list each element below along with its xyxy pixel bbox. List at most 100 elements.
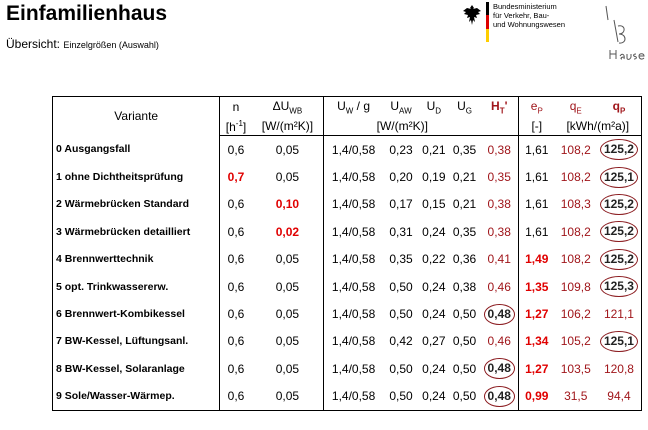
table-row: 8 BW-Kessel, Solaranlage 0,6 0,05 1,4/0,58 0…	[51, 355, 642, 383]
cell-qe: 103,5	[555, 355, 597, 382]
cell-du-value: 0,05	[275, 361, 300, 376]
cell-variante-value: 3 Wärmebrücken detailliert	[56, 225, 191, 238]
cell-ep: 1,49	[519, 246, 555, 273]
table-row: 1 ohne Dichtheitsprüfung 0,7 0,05 1,4/0,58 0…	[51, 163, 642, 191]
cell-du: 0,05	[251, 300, 325, 328]
cell-qp-value: 125,2	[599, 193, 638, 215]
cell-qp-value: 125,1	[599, 166, 638, 188]
cell-ud: 0,21	[419, 136, 449, 164]
cell-du: 0,05	[251, 327, 325, 356]
cell-ep-value: 1,27	[525, 361, 549, 376]
cell-ud-value: 0,19	[422, 170, 446, 185]
cell-du: 0,05	[251, 382, 325, 411]
cell-qe: 108,2	[555, 246, 597, 273]
cell-du-value: 0,02	[275, 224, 300, 239]
subtitle: Übersicht: Einzelgrößen (Auswahl)	[6, 37, 159, 51]
cell-qp: 125,2	[596, 245, 642, 273]
cell-uaw: 0,35	[383, 246, 419, 273]
header-q-unit: [kWh/(m²a)]	[554, 117, 642, 136]
page-title: Einfamilienhaus	[6, 2, 168, 25]
table-row: 5 opt. Trinkwassererw. 0,6 0,05 1,4/0,58 0,5…	[51, 272, 642, 301]
cell-n-value: 0,6	[227, 279, 245, 294]
cell-ug: 0,38	[449, 273, 481, 300]
cell-ep: 1,27	[519, 355, 555, 382]
header-qp: qP	[596, 96, 642, 117]
cell-qe: 108,2	[555, 136, 597, 164]
cell-ud-value: 0,24	[422, 389, 446, 404]
cell-qp-value: 120,8	[603, 361, 634, 376]
cell-ug-value: 0,21	[452, 170, 477, 185]
table-row: 2 Wärmebrücken Standard 0,6 0,10 1,4/0,58 0,…	[51, 190, 642, 219]
cell-uw-value: 1,4/0,58	[331, 224, 376, 239]
cell-ug: 0,50	[449, 300, 481, 327]
cell-n-value: 0,6	[227, 307, 245, 322]
cell-variante: 4 Brennwerttechnik	[51, 245, 221, 273]
cell-qe-value: 31,5	[564, 389, 588, 404]
cell-uaw-value: 0,50	[389, 279, 413, 294]
cell-variante-value: 0 Ausgangsfall	[56, 143, 131, 156]
cell-ep: 1,27	[519, 300, 555, 327]
cell-du-value: 0,05	[275, 334, 300, 349]
cell-qe: 109,8	[555, 273, 597, 300]
cell-du: 0,05	[251, 355, 325, 383]
cell-du: 0,05	[251, 272, 325, 301]
subtitle-detail: Einzelgrößen (Auswahl)	[63, 40, 159, 50]
cell-uaw-value: 0,23	[389, 142, 413, 157]
cell-qp: 125,2	[596, 218, 642, 246]
cell-uw-value: 1,4/0,58	[331, 334, 376, 349]
cell-n: 0,6	[220, 136, 252, 164]
cell-ug-value: 0,50	[452, 389, 477, 404]
cell-qe-value: 109,8	[560, 279, 591, 294]
cell-ep-value: 1,61	[525, 197, 549, 212]
subtitle-prefix: Übersicht:	[6, 37, 61, 51]
cell-ep-value: 1,49	[525, 252, 549, 267]
cell-uaw-value: 0,50	[389, 389, 413, 404]
header-delta-u-unit: [W/(m²K)]	[251, 117, 325, 136]
cell-ht: 0,48	[480, 355, 520, 383]
header-n-unit: [h-1]	[219, 117, 252, 136]
cell-ug-value: 0,50	[452, 307, 477, 322]
header-n: n	[219, 96, 252, 117]
cell-ug: 0,21	[449, 191, 481, 218]
cell-uw: 1,4/0,58	[323, 382, 383, 411]
cell-variante-value: 8 BW-Kessel, Solaranlage	[56, 362, 185, 375]
header-ep-unit: [-]	[518, 117, 555, 136]
cell-ht-value: 0,38	[487, 197, 511, 212]
ministry-name: Bundesministerium für Verkehr, Bau- und …	[493, 2, 565, 29]
cell-du-value: 0,05	[275, 389, 300, 404]
cell-ud: 0,15	[419, 191, 449, 218]
cell-qe: 105,2	[555, 328, 597, 355]
cell-ht-value: 0,38	[487, 224, 511, 239]
cell-du-value: 0,10	[275, 197, 300, 212]
header-uaw: UAW	[382, 96, 419, 117]
table-row: 4 Brennwerttechnik 0,6 0,05 1,4/0,58 0,35 0,2…	[51, 245, 642, 273]
cell-uw: 1,4/0,58	[324, 300, 383, 327]
cell-uaw: 0,50	[383, 355, 419, 382]
cell-n: 0,6	[220, 246, 252, 273]
cell-qe-value: 108,2	[560, 224, 591, 239]
cell-variante: 3 Wärmebrücken detailliert	[51, 218, 221, 246]
cell-du-value: 0,05	[275, 252, 300, 267]
cell-uaw-value: 0,20	[389, 170, 413, 185]
cell-du: 0,05	[251, 163, 325, 191]
cell-uaw: 0,50	[382, 382, 419, 411]
header-qe: qE	[554, 96, 597, 117]
cell-ht-value: 0,35	[487, 170, 511, 185]
header-ug: UG	[448, 96, 481, 117]
cell-qp: 121,1	[596, 300, 642, 328]
cell-n: 0,6	[220, 355, 252, 382]
cell-ug-value: 0,21	[452, 197, 477, 212]
cell-ep: 1,61	[519, 163, 555, 190]
cell-ht: 0,46	[480, 327, 520, 356]
cell-uw-value: 1,4/0,58	[331, 389, 376, 404]
cell-variante-value: 2 Wärmebrücken Standard	[56, 198, 190, 211]
cell-ud: 0,24	[419, 382, 449, 411]
cell-ht-value: 0,46	[487, 334, 511, 349]
cell-uaw-value: 0,42	[389, 334, 413, 349]
cell-uaw: 0,50	[383, 300, 419, 327]
cell-qp: 125,1	[596, 327, 642, 356]
cell-variante-value: 5 opt. Trinkwassererw.	[56, 280, 169, 293]
cell-n: 0,6	[220, 218, 252, 245]
cell-qe-value: 108,2	[560, 142, 591, 157]
cell-ug: 0,21	[449, 163, 481, 190]
